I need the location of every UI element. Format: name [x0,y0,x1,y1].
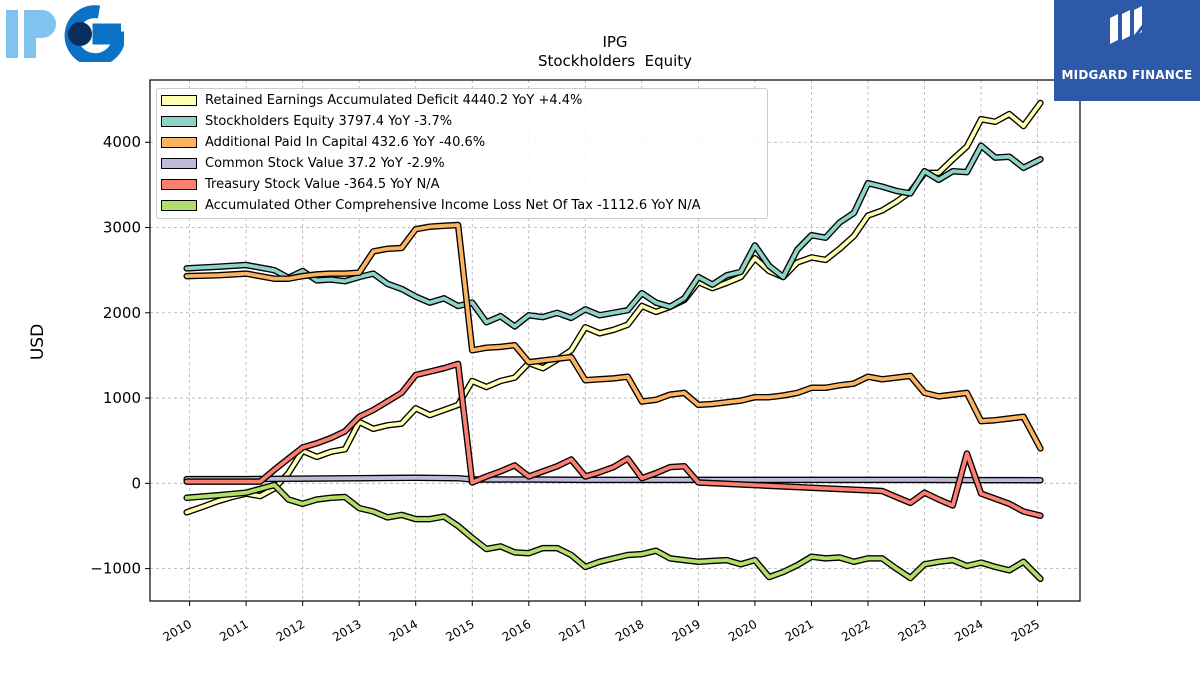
legend-label-accumulated-oci: Accumulated Other Comprehensive Income L… [205,197,701,213]
series-line-3 [184,475,1043,483]
ipg-logo [4,4,127,67]
midgard-finance-text: MIDGARD FINANCE [1061,68,1193,82]
legend-swatch-common-stock-value [161,157,197,169]
x-tick-label: 2018 [613,617,646,644]
legend-label-retained-earnings: Retained Earnings Accumulated Deficit 44… [205,92,583,108]
x-tick-label: 2013 [330,617,363,644]
series-line-0 [184,101,1043,515]
y-tick-label: 3000 [103,219,141,237]
x-tick-label: 2017 [556,617,589,644]
legend-item-stockholders-equity: Stockholders Equity 3797.4 YoY -3.7% [161,111,452,131]
legend-item-treasury-stock-value: Treasury Stock Value -364.5 YoY N/A [161,174,439,194]
y-tick-label: −1000 [90,560,141,578]
y-tick-label: 1000 [103,389,141,407]
legend-item-retained-earnings: Retained Earnings Accumulated Deficit 44… [161,90,582,110]
series-outline-4 [183,360,1044,519]
x-tick-label: 2019 [670,617,703,644]
legend-swatch-retained-earnings [161,94,197,106]
x-tick-label: 2022 [839,617,872,644]
plot-frame [149,79,1081,602]
midgard-emblem-icon [1110,6,1148,60]
x-tick-label: 2011 [217,617,250,644]
legend-swatch-additional-paid-in-capital [161,136,197,148]
legend-swatch-accumulated-oci [161,199,197,211]
chart-title-block: IPG Stockholders Equity [150,33,1080,71]
x-tick-label: 2010 [161,617,194,644]
x-tick-label: 2014 [387,617,420,644]
x-tick-label: 2024 [952,617,985,644]
legend-label-treasury-stock-value: Treasury Stock Value -364.5 YoY N/A [205,176,440,192]
series-line-2 [184,223,1043,451]
y-tick-label: 4000 [103,133,141,151]
midgard-finance-logo: MIDGARD FINANCE [1054,0,1200,101]
chart-subtitle: Stockholders Equity [537,52,693,70]
y-tick-label: 2000 [103,304,141,322]
x-tick-label: 2021 [783,617,816,644]
series-line-4 [184,362,1043,518]
y-tick-label: 0 [131,474,141,492]
x-tick-label: 2023 [896,617,929,644]
series-outline-2 [183,221,1044,452]
ipg-logo-mark [6,5,127,67]
legend-swatch-treasury-stock-value [161,178,197,190]
legend: Retained Earnings Accumulated Deficit 44… [156,88,768,219]
chart-title: IPG [602,33,628,51]
x-tick-label: 2025 [1009,617,1042,644]
series-line-5 [184,483,1043,581]
x-tick-label: 2020 [726,617,759,644]
x-tick-label: 2016 [500,617,533,644]
legend-item-common-stock-value: Common Stock Value 37.2 YoY -2.9% [161,153,445,173]
legend-swatch-stockholders-equity [161,115,197,127]
legend-item-additional-paid-in-capital: Additional Paid In Capital 432.6 YoY -40… [161,132,485,152]
x-tick-label: 2012 [274,617,307,644]
legend-label-stockholders-equity: Stockholders Equity 3797.4 YoY -3.7% [205,113,453,129]
legend-label-common-stock-value: Common Stock Value 37.2 YoY -2.9% [205,155,445,171]
legend-item-accumulated-oci: Accumulated Other Comprehensive Income L… [161,195,701,215]
series-line-1 [184,143,1043,329]
legend-label-additional-paid-in-capital: Additional Paid In Capital 432.6 YoY -40… [205,134,486,150]
y-axis-label: USD [28,323,48,361]
x-tick-label: 2015 [443,617,476,644]
